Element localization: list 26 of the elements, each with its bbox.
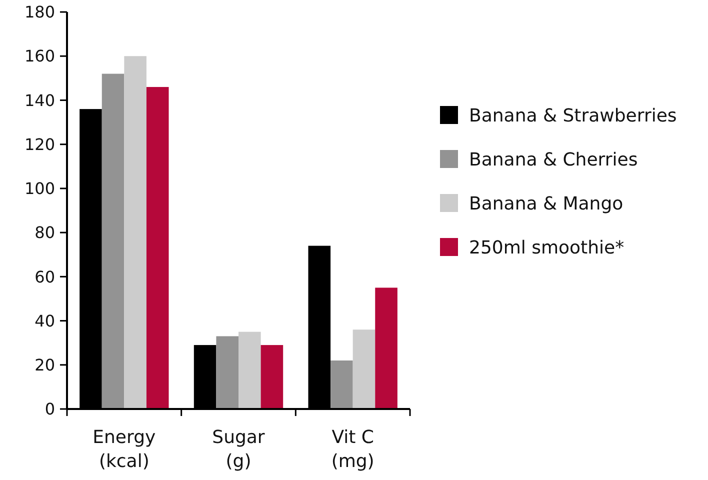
y-tick-label: 0 [44,400,55,419]
x-tick-label: Vit C (mg) [331,427,374,472]
x-tick-label: Sugar (g) [212,427,266,472]
bar [146,86,169,409]
y-tick-label: 140 [24,90,55,110]
legend-label: Banana & Mango [469,193,624,214]
y-tick-label: 180 [24,2,55,22]
y-tick-label: 100 [24,179,55,198]
y-tick-label: 20 [34,355,55,374]
bar [260,345,284,409]
legend-label: Banana & Strawberries [469,105,677,126]
y-tick-label: 60 [34,267,55,286]
bar [330,360,353,409]
y-tick-label: 40 [34,311,55,330]
bar [216,336,238,409]
y-tick-label: 160 [24,46,55,66]
bar [238,332,261,409]
legend-label: 250ml smoothie* [469,237,624,258]
y-tick-label: 120 [24,134,55,154]
bar [124,56,146,409]
y-tick-label: 80 [34,223,55,242]
bar [352,330,376,409]
bar [102,74,124,409]
x-tick-label: Energy (kcal) [92,427,156,472]
bar [375,288,398,409]
legend-label: Banana & Cherries [469,149,638,170]
